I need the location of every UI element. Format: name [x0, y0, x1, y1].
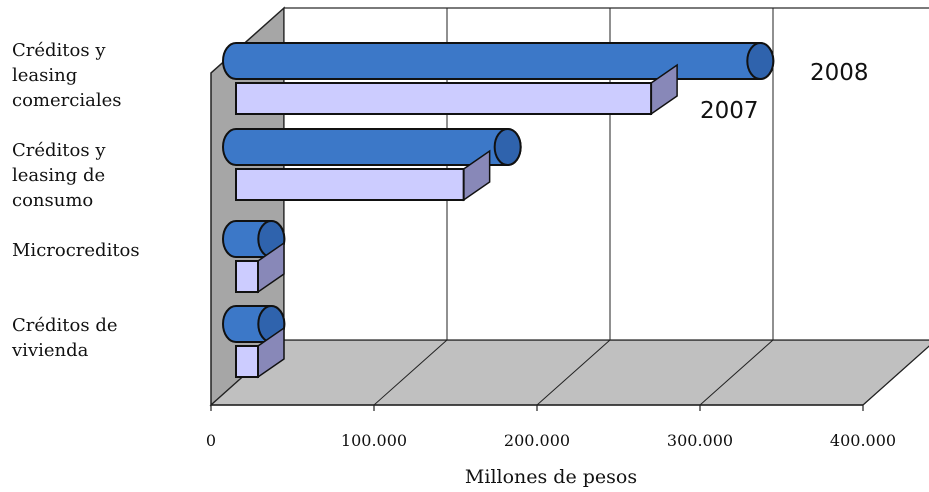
bar-2007-front	[235, 82, 653, 115]
floor	[209, 339, 929, 406]
x-tick-label: 0	[205, 431, 217, 450]
bar-2008	[222, 128, 522, 166]
category-label: Créditos y leasing de consumo	[12, 140, 106, 211]
bar-2007	[235, 63, 678, 116]
bar-2007-front	[235, 168, 465, 201]
gridline-floor	[862, 345, 929, 406]
x-tick-label: 300.000	[666, 431, 734, 450]
x-axis	[210, 404, 864, 411]
x-axis-title: Millones de pesos	[464, 466, 638, 488]
bar-2007-front	[235, 260, 259, 293]
gridline-floor	[373, 339, 448, 406]
bar-2008	[222, 220, 286, 258]
x-tick-label: 400.000	[829, 431, 897, 450]
bar-2008	[222, 42, 775, 80]
bar-2008-cap	[493, 128, 522, 166]
gridline-floor	[699, 339, 774, 406]
bars	[222, 42, 775, 379]
series-label-2007: 2007	[700, 98, 759, 124]
gridline-floor	[536, 339, 611, 406]
x-tick-label: 100.000	[340, 431, 408, 450]
bar-2007	[235, 241, 285, 294]
bar-2007	[235, 326, 285, 379]
series-label-2008: 2008	[810, 60, 869, 86]
bar-2008-body	[222, 42, 775, 80]
category-label: Créditos de vivienda	[12, 315, 118, 361]
x-tick-label: 200.000	[503, 431, 571, 450]
bar-2007-front	[235, 345, 259, 378]
category-label: Créditos y leasing comerciales	[12, 40, 122, 111]
bar-2007	[235, 149, 491, 202]
category-label: Microcreditos	[12, 240, 140, 261]
bar-2008-cap	[746, 42, 775, 80]
bar-2008	[222, 305, 286, 343]
